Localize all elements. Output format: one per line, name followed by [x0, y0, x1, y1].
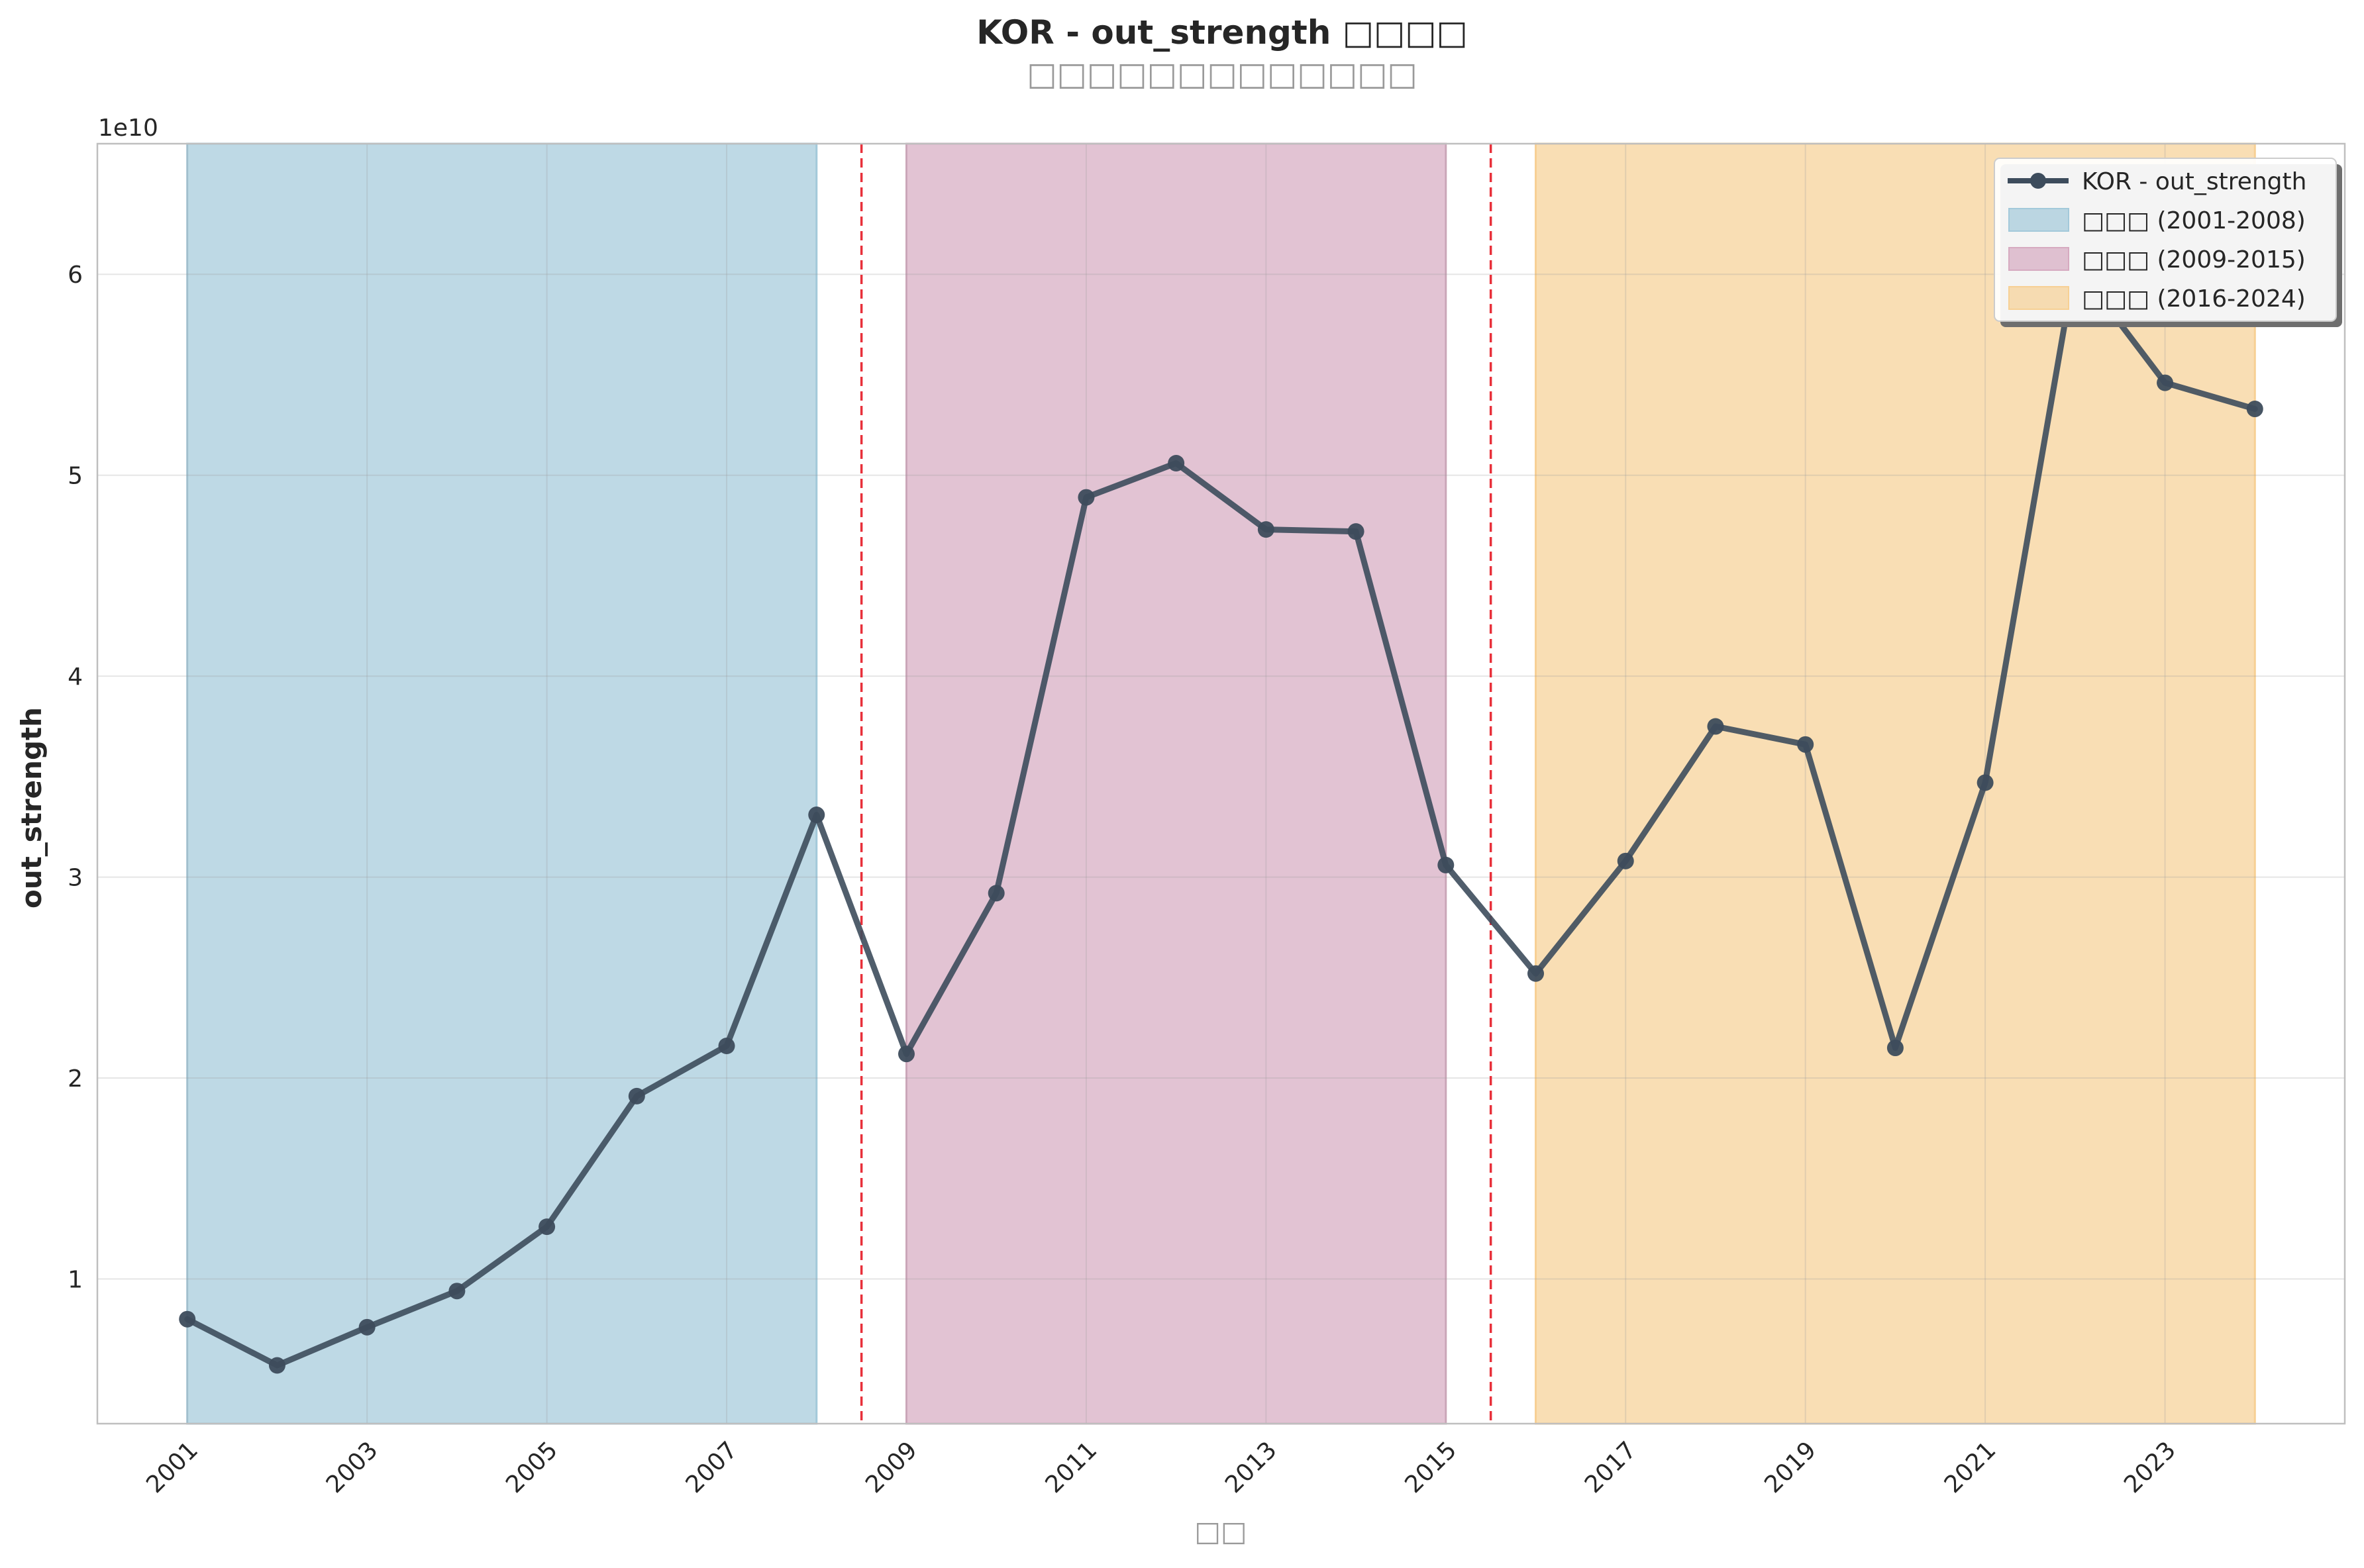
legend-box: [1994, 158, 2337, 322]
chart-subtitle: □□□□□□□□□□□□□: [1027, 56, 1417, 93]
chart-title: KOR - out_strength □□□□: [976, 13, 1467, 52]
series-line: [184, 261, 2258, 1369]
data-point: [1797, 736, 1814, 753]
plot-frame: [96, 142, 2346, 1425]
legend-period-swatch-3: [2008, 286, 2069, 310]
data-point: [1707, 718, 1724, 735]
legend-label-series: KOR - out_strength: [2082, 168, 2306, 195]
data-point: [1977, 774, 1994, 791]
y-multiplier-label: 1e10: [98, 115, 158, 142]
period-band-2: [905, 142, 1447, 1425]
data-point: [1617, 852, 1634, 869]
legend-period-swatch-2: [2008, 247, 2069, 271]
data-point: [448, 1283, 466, 1300]
legend-label-period-2: □□□ (2009-2015): [2082, 246, 2306, 273]
legend: KOR - out_strength □□□ (2001-2008) □□□ (20…: [1994, 158, 2342, 327]
data-point: [1437, 856, 1455, 873]
legend-marker-swatch: [2030, 173, 2046, 189]
legend-period-swatch-1: [2008, 208, 2069, 232]
period-band-3: [1535, 142, 2256, 1425]
y-tick-label: 4: [68, 663, 83, 691]
series-layer: [179, 256, 2263, 1374]
data-point: [2246, 401, 2263, 418]
period-band-1: [186, 142, 818, 1425]
y-tick-label: 5: [68, 463, 83, 490]
data-point: [1527, 965, 1545, 982]
data-point: [539, 1218, 556, 1236]
y-tick-label: 3: [68, 865, 83, 892]
x-axis-label: □□: [1194, 1515, 1247, 1547]
data-point: [808, 807, 825, 824]
grid-lines: [97, 144, 2345, 1424]
legend-label-period-3: □□□ (2016-2024): [2082, 285, 2306, 313]
data-point: [268, 1357, 285, 1374]
period-bands: [186, 142, 2256, 1425]
data-point: [898, 1046, 915, 1063]
data-point: [988, 885, 1005, 902]
y-tick-label: 1: [68, 1267, 83, 1294]
data-point: [1257, 521, 1274, 538]
data-point: [1078, 489, 1095, 506]
y-tick-labels: 1 2 3 4 5 6: [68, 262, 83, 1293]
y-axis-label: out_strength: [15, 707, 48, 908]
data-point: [179, 1310, 196, 1328]
data-point: [1886, 1040, 1904, 1057]
y-tick-label: 6: [68, 262, 83, 289]
data-point: [628, 1087, 645, 1104]
legend-label-period-1: □□□ (2001-2008): [2082, 207, 2306, 234]
data-point: [1168, 454, 1185, 471]
y-tick-label: 2: [68, 1065, 83, 1093]
breakpoint-lines: [860, 144, 1492, 1424]
data-point: [1347, 523, 1364, 540]
data-point: [358, 1318, 376, 1336]
data-point: [2157, 374, 2174, 391]
data-point: [718, 1038, 735, 1055]
